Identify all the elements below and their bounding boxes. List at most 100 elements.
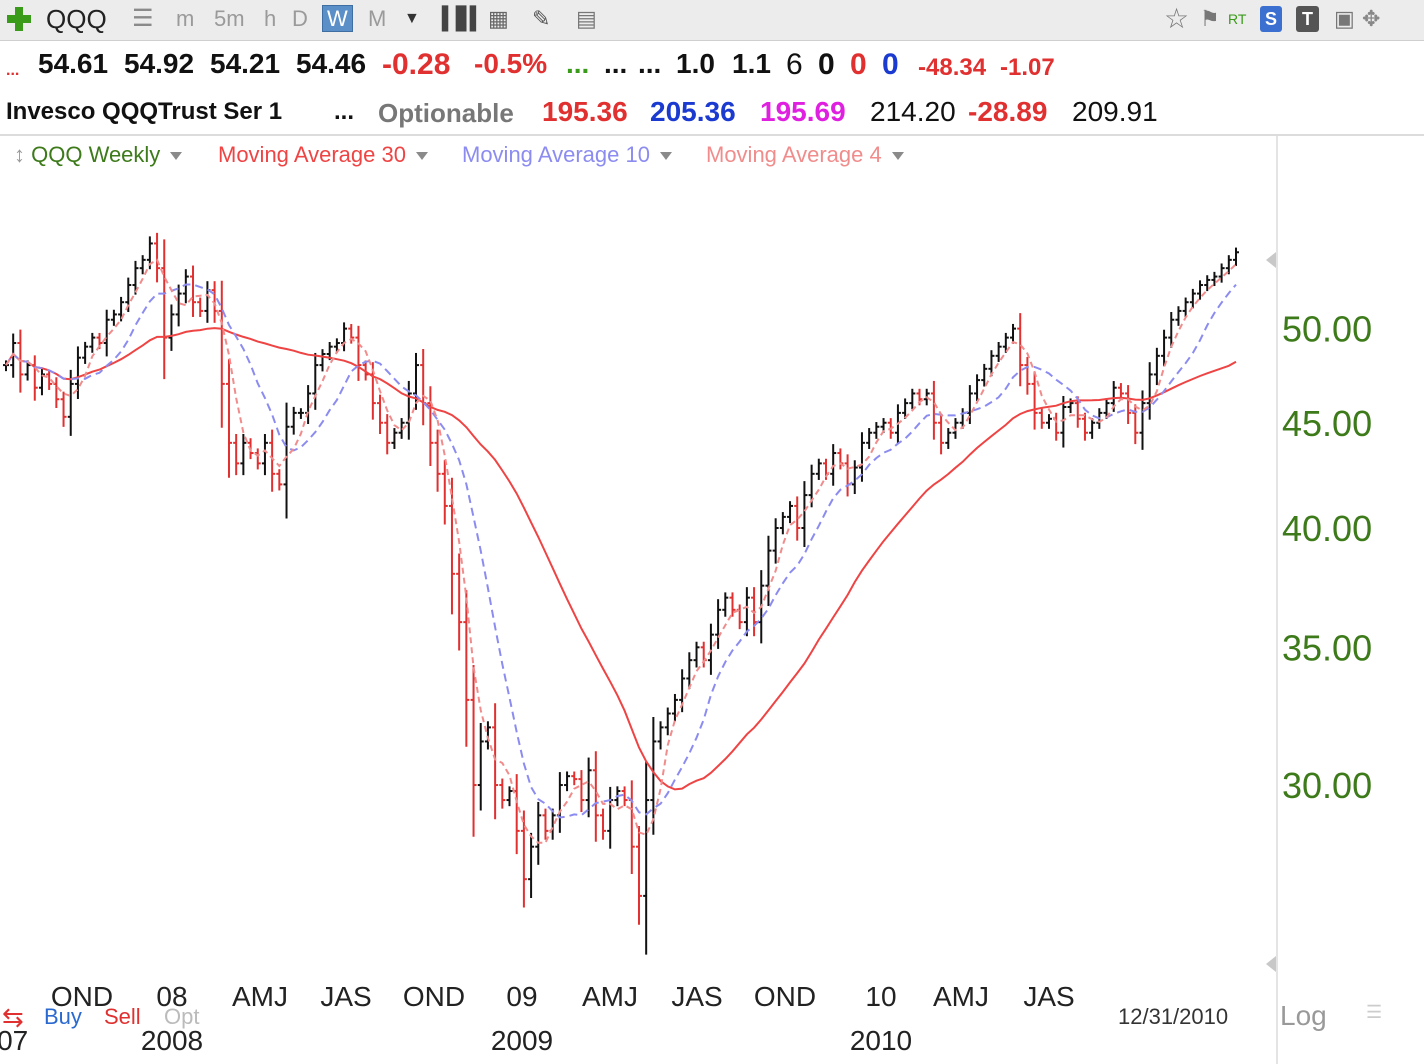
ohlc-bar <box>1031 371 1038 430</box>
ohlc-bar <box>779 512 786 535</box>
y-tick-label: 30.00 <box>1282 765 1372 806</box>
y-tick-label: 50.00 <box>1282 309 1372 350</box>
legend-ma30[interactable]: Moving Average 30 <box>218 142 428 174</box>
scroll-down-arrow[interactable] <box>1266 956 1276 972</box>
ohlc-bar <box>815 458 822 480</box>
ohlc-bar <box>995 341 1002 362</box>
ohlc-bar <box>139 255 146 275</box>
x-quarter-label: 08 <box>156 981 187 1012</box>
count-6: 6 <box>786 48 803 81</box>
settings-icon[interactable]: ☰ <box>1366 1002 1383 1022</box>
ohlc-bar <box>650 716 657 835</box>
ohlc-bar <box>175 284 182 327</box>
bar-chart-icon[interactable]: ▍▋▍ <box>442 6 487 31</box>
ohlc-bar <box>254 448 261 470</box>
ohlc-bar <box>1089 418 1096 439</box>
legend-ma4[interactable]: Moving Average 4 <box>706 142 904 174</box>
ohlc-bar <box>1146 362 1153 420</box>
close-value: 54.46 <box>296 48 367 79</box>
pencil-icon[interactable]: ✎ <box>532 6 551 31</box>
x-quarter-label: OND <box>403 981 465 1012</box>
ohlc-bar <box>225 359 232 478</box>
ohlc-bar <box>578 770 585 813</box>
interval-5m[interactable]: 5m <box>214 6 245 31</box>
star-icon[interactable]: ☆ <box>1164 3 1190 34</box>
ohlc-bar <box>1117 383 1124 400</box>
interval-m-monthly[interactable]: M <box>368 6 387 31</box>
ohlc-bar <box>952 418 959 439</box>
change-value: -0.28 <box>382 48 451 81</box>
t-button[interactable]: T <box>1296 6 1319 32</box>
log-toggle[interactable]: Log <box>1280 1000 1327 1031</box>
realtime-label[interactable]: RT <box>1228 11 1247 27</box>
ohlc-bar <box>1204 275 1211 292</box>
table-icon[interactable]: ▦ <box>488 6 509 31</box>
ohlc-bar <box>434 429 441 492</box>
ohlc-bar <box>413 352 419 410</box>
ohlc-bar <box>492 703 499 820</box>
ohlc-bar <box>24 360 31 381</box>
green-dots: ... <box>566 48 590 79</box>
ohlc-bar <box>902 398 909 420</box>
legend-ma10-label: Moving Average 10 <box>462 142 650 167</box>
date-label: 12/31/2010 <box>1118 1004 1229 1029</box>
legend-series-label: QQQ Weekly <box>31 142 161 167</box>
ohlc-bar <box>154 232 161 283</box>
ohlc-bar <box>837 448 844 470</box>
ohlc-bar <box>506 786 513 807</box>
symbol-field[interactable]: QQQ <box>46 4 107 34</box>
ohlc-bar <box>1103 398 1110 420</box>
scroll-up-arrow[interactable] <box>1266 252 1276 268</box>
ohlc-bar <box>283 402 290 519</box>
ohlc-bar <box>556 772 563 833</box>
interval-m[interactable]: m <box>176 6 195 31</box>
add-symbol-icon[interactable] <box>6 6 32 32</box>
y-tick-label: 35.00 <box>1282 627 1372 668</box>
interval-dropdown-icon[interactable]: ▼ <box>404 10 420 27</box>
ohlc-bar <box>938 414 945 455</box>
ohlc-bar <box>297 408 304 419</box>
ohlc-bar <box>348 323 355 344</box>
price-4: 214.20 <box>870 96 956 127</box>
buy-sell-icon[interactable]: ⇆ <box>2 1002 24 1032</box>
ohlc-bar <box>607 786 614 849</box>
ohlc-bar <box>988 350 995 377</box>
price-chart[interactable]: 50.00 45.00 40.00 35.00 30.00 OND 08 AMJ JAS OND… <box>0 136 1424 1064</box>
legend-ma10[interactable]: Moving Average 10 <box>462 142 672 174</box>
legend-series[interactable]: ↕ QQQ Weekly <box>14 142 183 174</box>
ohlc-bar <box>715 599 722 649</box>
ohlc-bar <box>772 518 779 564</box>
ohlc-bar <box>858 432 865 482</box>
ohlc-bar <box>67 369 74 436</box>
ohlc-bar <box>333 338 340 353</box>
s-button[interactable]: S <box>1260 6 1283 32</box>
x-year-label: '07 <box>0 1025 28 1056</box>
interval-h[interactable]: h <box>264 6 277 31</box>
ohlc-bar <box>190 265 197 317</box>
list-icon[interactable]: ☰ <box>132 5 154 32</box>
ohlc-bar <box>132 260 139 295</box>
ohlc-bar <box>520 810 527 908</box>
toolbar: QQQ ☰ m 5m h D W M ▼ ▍▋▍ ▦ ✎ ▤ ☆ ⚑ RT S … <box>0 0 1424 41</box>
buy-button[interactable]: Buy <box>44 1004 82 1029</box>
ohlc-bar <box>118 296 125 322</box>
ohlc-bar <box>38 368 45 396</box>
opt-button[interactable]: Opt <box>164 1004 200 1029</box>
price-1: 195.36 <box>542 96 628 127</box>
ohlc-bar <box>592 751 599 842</box>
ohlc-bar <box>628 780 635 875</box>
interval-w-selected[interactable]: W <box>322 5 353 32</box>
price-3: 195.69 <box>760 96 846 127</box>
move-icon[interactable]: ✥ <box>1362 6 1381 31</box>
save-icon[interactable]: ▣ <box>1334 6 1355 31</box>
interval-d[interactable]: D <box>292 6 308 31</box>
flag-icon[interactable]: ⚑ <box>1200 6 1220 31</box>
ohlc-bar <box>844 454 851 497</box>
ohlc-bar <box>1010 323 1017 344</box>
ohlc-bar <box>866 428 873 449</box>
note-icon[interactable]: ▤ <box>576 6 597 31</box>
neg-value-1: -48.34 <box>918 54 987 81</box>
sell-button[interactable]: Sell <box>104 1004 141 1029</box>
ohlc-bar <box>240 433 247 476</box>
ohlc-bar <box>384 414 391 455</box>
